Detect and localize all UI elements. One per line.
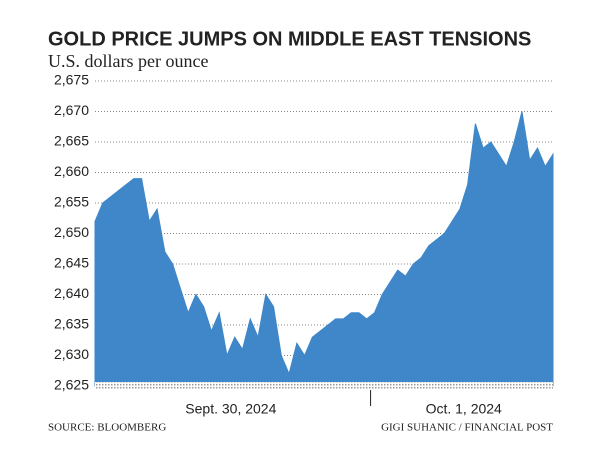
x-axis-band bbox=[95, 382, 553, 390]
y-tick-label: 2,665 bbox=[54, 133, 89, 149]
x-tick-label: Sept. 30, 2024 bbox=[185, 401, 276, 417]
y-tick-label: 2,670 bbox=[54, 102, 89, 118]
area bbox=[94, 111, 554, 387]
x-tick-label: Oct. 1, 2024 bbox=[426, 401, 502, 417]
y-tick-label: 2,640 bbox=[54, 285, 89, 301]
y-tick-label: 2,625 bbox=[54, 377, 89, 393]
y-tick-label: 2,655 bbox=[54, 194, 89, 210]
y-tick-label: 2,630 bbox=[54, 346, 89, 362]
source: SOURCE: BLOOMBERG bbox=[48, 422, 166, 434]
y-tick-label: 2,660 bbox=[54, 163, 89, 179]
chart-subtitle: U.S. dollars per ounce bbox=[48, 51, 208, 71]
chart-title: GOLD PRICE JUMPS ON MIDDLE EAST TENSIONS bbox=[48, 28, 531, 50]
y-tick-label: 2,645 bbox=[54, 255, 89, 271]
y-tick-label: 2,675 bbox=[54, 72, 89, 88]
credit: GIGI SUHANIC / FINANCIAL POST bbox=[381, 422, 553, 434]
y-tick-label: 2,635 bbox=[54, 316, 89, 332]
y-tick-label: 2,650 bbox=[54, 224, 89, 240]
